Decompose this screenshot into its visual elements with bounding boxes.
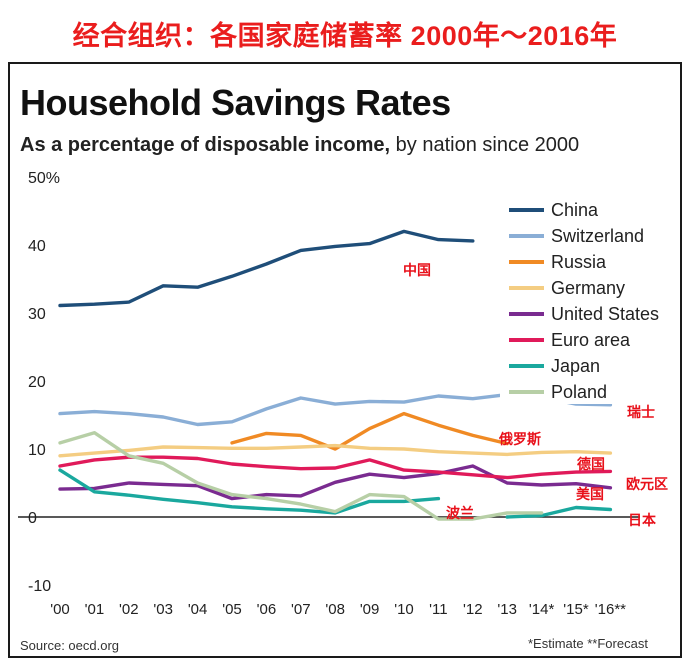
source-note: Source: oecd.org	[20, 638, 120, 653]
banner-title: 经合组织：各国家庭储蓄率 2000年～2016年	[72, 21, 618, 51]
x-tick-label: '15*	[563, 601, 589, 618]
x-tick-label: '02	[119, 601, 139, 618]
series-line-poland	[58, 431, 544, 521]
series-annotation: 德国	[577, 456, 605, 473]
x-tick-label: '12	[463, 601, 483, 618]
legend-label: Switzerland	[551, 226, 644, 246]
chart-frame	[8, 62, 682, 658]
banner: 经合组织：各国家庭储蓄率 2000年～2016年	[0, 0, 690, 62]
y-tick-label: 30	[28, 306, 46, 323]
x-tick-label: '05	[222, 601, 242, 618]
x-tick-label: '09	[360, 601, 380, 618]
legend-label: Poland	[551, 382, 607, 402]
x-tick-label: '11	[429, 601, 447, 618]
x-tick-label: '00	[50, 601, 70, 618]
x-tick-label: '04	[188, 601, 208, 618]
y-tick-label: 10	[28, 442, 46, 459]
series-annotation: 中国	[403, 262, 431, 279]
y-tick-label: 40	[28, 238, 46, 255]
series-line-russia	[230, 411, 509, 451]
series-line-united-states	[58, 464, 613, 501]
legend-label: United States	[551, 304, 659, 324]
y-tick-label: 0	[28, 510, 37, 527]
x-tick-label: '08	[325, 601, 345, 618]
series-line-japan	[58, 468, 441, 515]
x-tick-label: '14*	[529, 601, 555, 618]
series-annotation: 日本	[628, 512, 657, 529]
series-line-japan	[505, 505, 613, 519]
legend-box	[500, 192, 640, 404]
estimate-footnote: *Estimate **Forecast	[528, 636, 648, 651]
series-line-china	[58, 229, 475, 308]
series-annotation: 波兰	[446, 505, 474, 522]
series-line-germany	[58, 443, 613, 458]
series-line-euro-area	[58, 455, 613, 480]
x-tick-label: '07	[291, 601, 311, 618]
x-tick-label: '10	[394, 601, 414, 618]
legend-label: Germany	[551, 278, 625, 298]
x-tick-label: '16**	[595, 601, 626, 618]
x-tick-label: '13	[497, 601, 517, 618]
chart-title: Household Savings Rates	[20, 82, 451, 123]
legend-label: Japan	[551, 356, 600, 376]
legend-label: Russia	[551, 252, 607, 272]
legend-label: China	[551, 200, 599, 220]
subtitle-rest: by nation since 2000	[390, 134, 580, 156]
x-tick-label: '01	[85, 601, 105, 618]
y-tick-label: -10	[28, 578, 51, 595]
series-annotation: 美国	[576, 486, 604, 503]
series-annotation: 俄罗斯	[498, 431, 541, 448]
series-annotation: 欧元区	[626, 476, 668, 493]
y-tick-label: 50%	[28, 170, 60, 187]
series-annotation: 瑞士	[627, 404, 655, 421]
legend-label: Euro area	[551, 330, 631, 350]
chart-subtitle: As a percentage of disposable income, by…	[20, 134, 579, 157]
subtitle-bold: As a percentage of disposable income,	[20, 134, 391, 156]
x-tick-label: '03	[153, 601, 173, 618]
y-tick-label: 20	[28, 374, 46, 391]
x-tick-label: '06	[257, 601, 277, 618]
